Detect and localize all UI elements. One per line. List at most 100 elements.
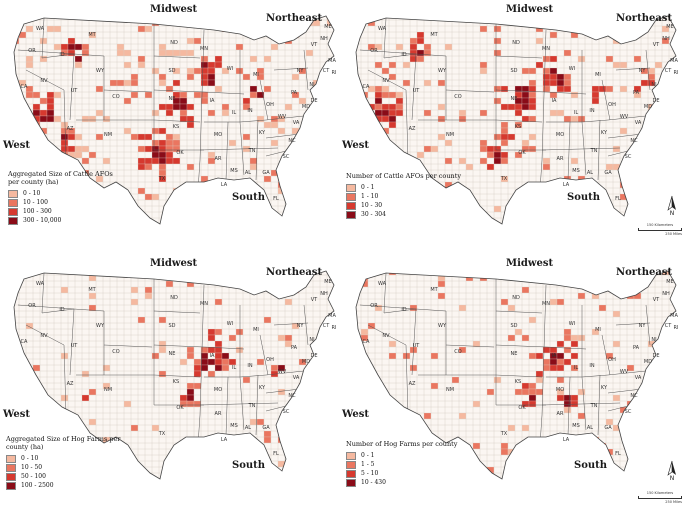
state-border [607,133,643,139]
county-cell [605,25,614,33]
county-cell [207,181,216,189]
county-cell [493,16,502,21]
county-cell [60,157,69,165]
county-cell [88,115,97,123]
county-cell [605,205,614,213]
county-cell [521,211,530,219]
county-cell [235,274,244,282]
county-cell [193,436,202,444]
county-cell [500,139,509,147]
legend-swatch [346,192,356,201]
county-cell [381,163,390,171]
county-cell [214,85,223,93]
county-cell [158,157,167,165]
county-cell [95,16,104,21]
county-cell [312,217,321,224]
county-cell [633,163,642,171]
state-label-wa: WA [36,26,45,32]
state-label-fl: FL [273,196,279,202]
county-cell [67,424,76,432]
state-label-me: ME [666,24,673,30]
county-cell [319,79,328,87]
county-cell [158,73,167,81]
county-cell [319,103,328,111]
county-cell [263,217,272,224]
county-cell [333,424,334,432]
county-cell [619,127,628,135]
county-cell [137,25,146,33]
county-cell [249,19,258,27]
county-cell [409,37,418,45]
state-label-az: AZ [67,126,74,132]
county-cell [14,286,20,294]
county-cell [360,16,369,21]
county-cell [214,16,223,21]
county-cell [675,157,676,165]
county-cell [46,97,55,105]
county-cell [172,199,181,207]
county-cell [360,103,369,111]
county-cell [39,109,48,117]
county-cell [493,205,502,213]
county-cell [67,133,76,141]
county-cell [319,109,328,117]
county-cell [151,139,160,147]
county-cell [374,145,383,153]
county-cell [32,364,41,372]
state-label-in: IN [589,108,594,114]
county-cell [619,25,628,33]
county-cell [333,280,334,288]
county-cell [193,181,202,189]
county-cell [661,103,670,111]
legend-label: 10 - 30 [361,202,383,209]
county-cell [577,115,586,123]
county-cell [305,181,314,189]
county-cell [144,286,153,294]
region-label-northeast: Northeast [616,13,673,24]
county-cell [256,217,265,224]
county-cell [200,73,209,81]
county-cell [123,16,132,21]
state-label-id: ID [59,52,64,58]
county-cell [367,127,376,135]
county-cell [661,139,670,147]
county-cell [305,412,314,420]
county-cell [74,151,83,159]
county-cell [193,382,202,390]
county-cell [144,157,153,165]
county-cell [640,211,649,219]
county-cell [74,133,83,141]
county-cell [465,163,474,171]
county-cell [333,370,334,378]
county-cell [333,412,334,420]
county-cell [298,436,307,444]
county-cell [549,73,558,81]
county-cell [179,187,188,195]
county-cell [263,316,272,324]
legend-swatch [8,198,18,207]
county-cell [207,61,216,69]
county-cell [326,157,334,165]
county-cell [465,16,474,21]
county-cell [647,205,656,213]
county-cell [172,187,181,195]
county-cell [214,448,223,456]
county-cell [39,394,48,402]
county-cell [675,31,676,39]
county-cell [151,127,160,135]
county-cell [88,151,97,159]
county-cell [367,103,376,111]
state-label-ma: MA [670,58,678,64]
county-cell [675,16,676,21]
county-cell [356,97,362,105]
county-cell [312,418,321,426]
state-label-ga: GA [262,170,270,176]
scale-km-label: 150 Kilometers [646,223,674,227]
county-cell [326,205,334,213]
county-cell [563,19,572,27]
county-cell [507,211,516,219]
county-cell [14,121,20,129]
county-cell [319,169,328,177]
state-label-md: MD [302,104,310,110]
county-cell [46,91,55,99]
